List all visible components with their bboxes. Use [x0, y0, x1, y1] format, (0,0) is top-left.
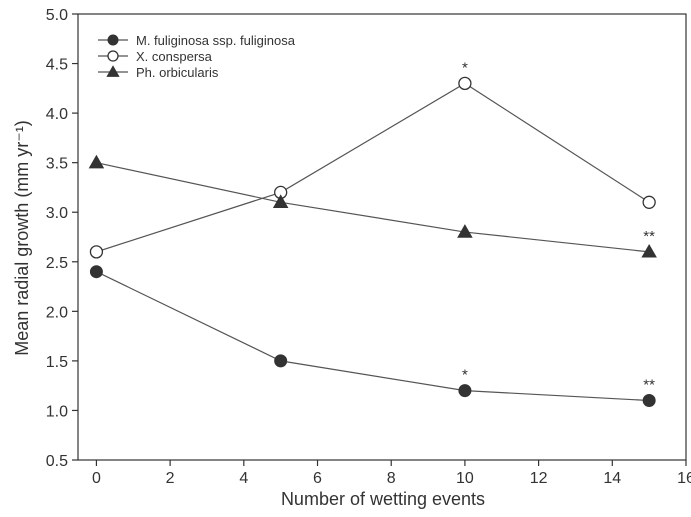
- y-tick-label-9: 5.0: [46, 7, 68, 24]
- data-point-s1-p0: [89, 245, 104, 259]
- y-tick-label-6: 3.5: [46, 156, 68, 173]
- data-point-s0-p0: [89, 265, 103, 279]
- x-tick-label-4: 8: [387, 470, 396, 487]
- x-tick-label-5: 10: [456, 470, 474, 487]
- x-tick-label-6: 12: [530, 470, 548, 487]
- data-point-s2-p1: [272, 194, 289, 208]
- annotation-2: **: [643, 228, 655, 245]
- legend-marker-1: [107, 50, 119, 62]
- y-tick-label-4: 2.5: [46, 255, 68, 272]
- y-tick-label-2: 1.5: [46, 354, 68, 371]
- series-line-0: [96, 271, 650, 402]
- series-line-1: [96, 82, 650, 253]
- data-point-s0-p3: [642, 394, 656, 408]
- data-point-s2-p3: [641, 243, 657, 258]
- x-tick-label-1: 2: [166, 470, 175, 487]
- y-tick-label-7: 4.0: [46, 106, 68, 123]
- x-tick-label-7: 14: [603, 470, 621, 487]
- y-tick-label-1: 1.0: [46, 403, 68, 420]
- y-tick-label-8: 4.5: [46, 57, 68, 74]
- plot-frame: [77, 13, 687, 461]
- legend-label-0: M. fuliginosa ssp. fuliginosa: [136, 33, 296, 48]
- x-tick-label-2: 4: [239, 470, 248, 487]
- legend-marker-0: [107, 34, 119, 46]
- data-point-s1-p2: [458, 76, 472, 91]
- data-point-s0-p1: [274, 354, 288, 368]
- x-axis-label: Number of wetting events: [281, 489, 485, 509]
- legend-label-1: X. conspersa: [136, 49, 213, 64]
- x-tick-label-8: 16: [677, 470, 691, 487]
- y-axis-label: Mean radial growth (mm yr⁻¹): [12, 120, 32, 356]
- annotation-1: *: [462, 367, 468, 384]
- x-tick-label-0: 0: [92, 470, 101, 487]
- legend-marker-2: [106, 65, 120, 77]
- series-lines: [96, 82, 650, 402]
- series-line-2: [96, 162, 650, 253]
- y-tick-label-3: 2.0: [46, 304, 68, 321]
- data-point-s0-p2: [458, 384, 472, 398]
- significance-annotations: ******: [462, 59, 655, 393]
- annotation-0: *: [462, 59, 468, 76]
- y-tick-label-5: 3.0: [46, 205, 68, 222]
- legend-label-2: Ph. orbicularis: [136, 65, 219, 80]
- data-point-s1-p3: [642, 195, 656, 209]
- annotation-3: **: [643, 377, 655, 394]
- y-tick-label-0: 0.5: [46, 453, 68, 470]
- data-point-s2-p2: [457, 224, 473, 238]
- chart-axes: 0 2 4 6 8 10 12 14 16 0.5 1.0 1.5 2.0 2.5 3.0 3.5 4.0 4.5…: [46, 7, 691, 487]
- data-point-s2-p0: [88, 154, 105, 169]
- series-markers: [88, 76, 657, 408]
- x-tick-label-3: 6: [313, 470, 322, 487]
